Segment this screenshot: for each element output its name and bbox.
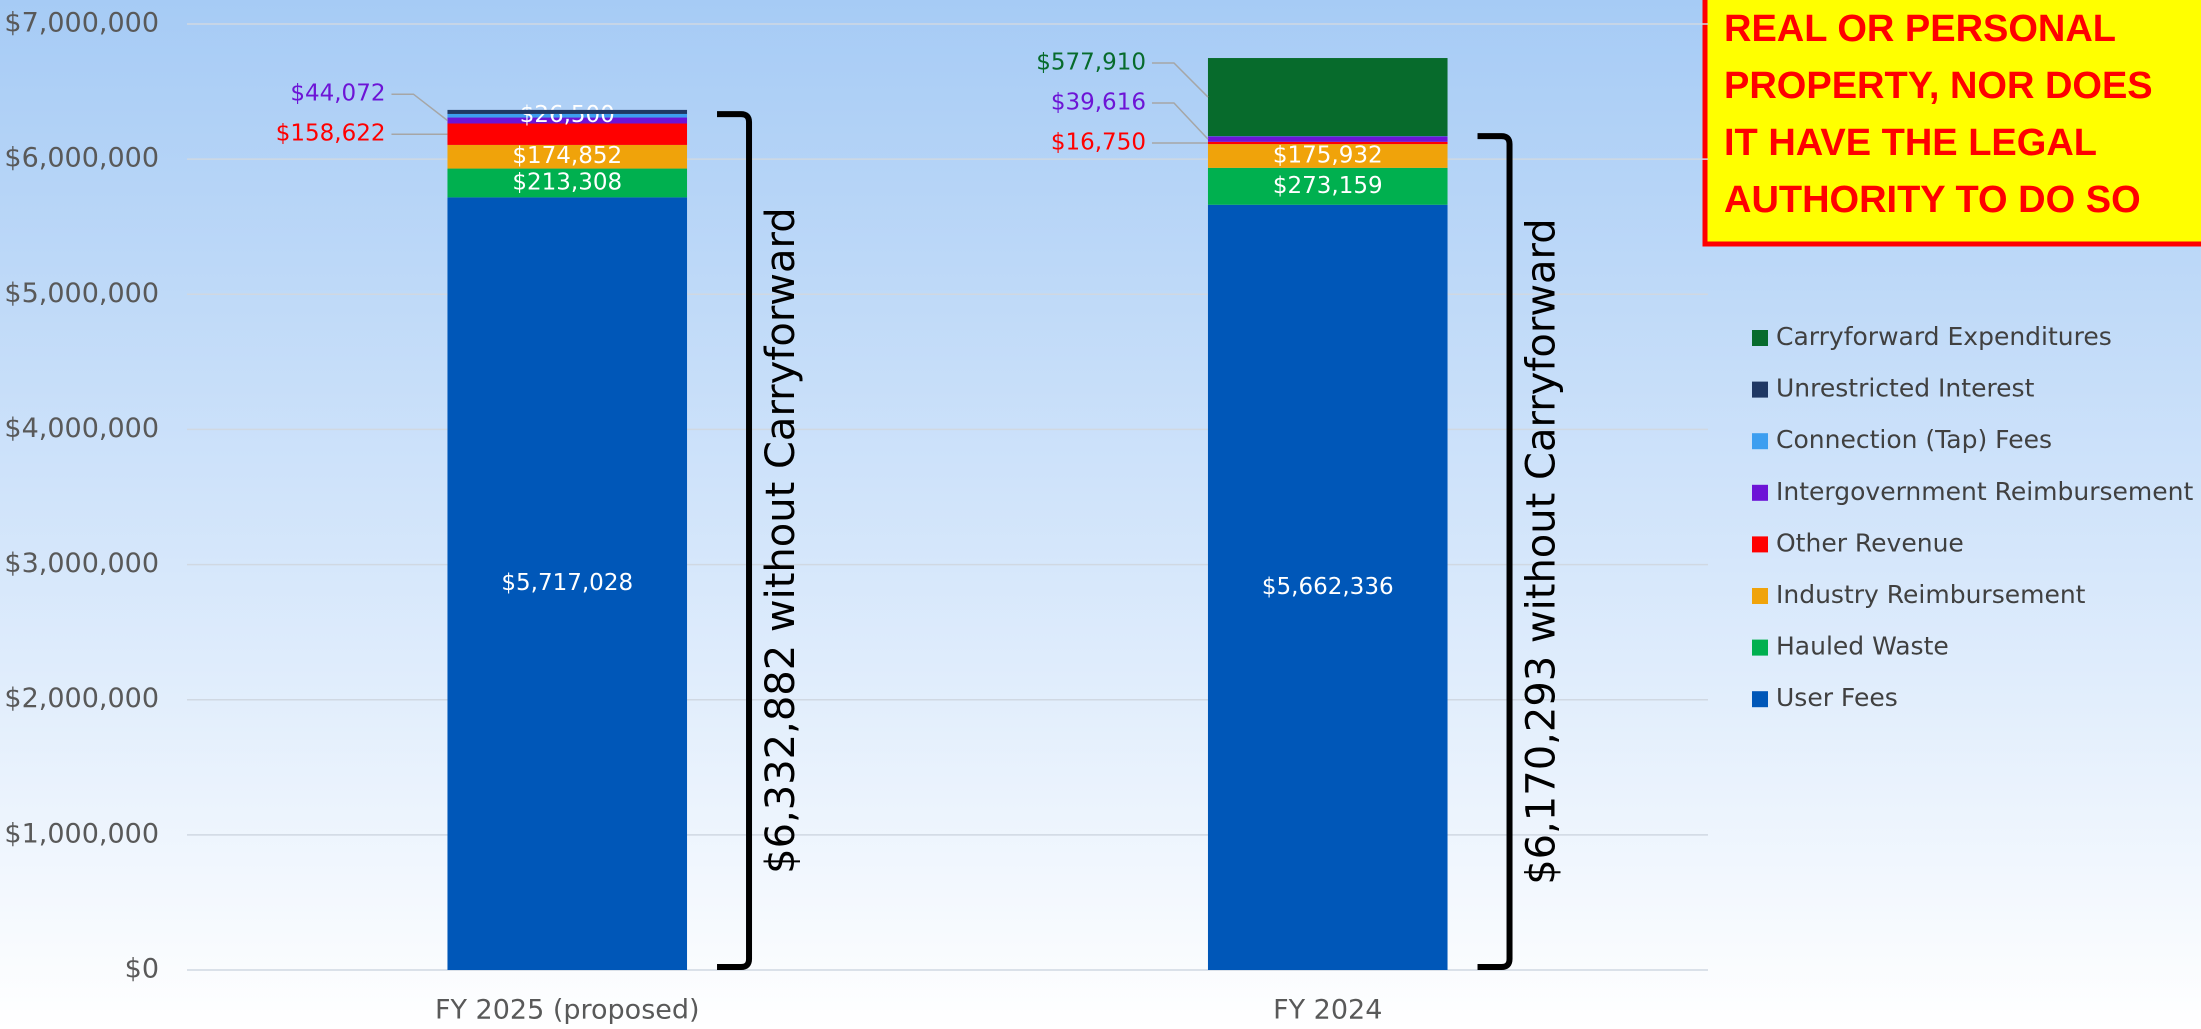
- legend-swatch: [1752, 330, 1768, 346]
- annotation: $6,170,293 without Carryforward: [1519, 218, 1565, 884]
- legend-label: Carryforward Expenditures: [1776, 322, 2112, 351]
- legend-swatch: [1752, 639, 1768, 656]
- data-label: $16,750: [1051, 129, 1146, 155]
- data-label: $213,308: [512, 169, 622, 195]
- legend-swatch: [1752, 588, 1768, 604]
- legend-swatch: [1752, 381, 1768, 398]
- bar-segment: [1207, 58, 1448, 137]
- data-label: $5,717,028: [501, 570, 633, 596]
- notice-text: AUTHORITY TO DO SO: [1724, 179, 2141, 221]
- legend-label: Hauled Waste: [1776, 632, 1949, 661]
- legend-label: User Fees: [1776, 683, 1898, 712]
- legend-swatch: [1752, 484, 1768, 501]
- data-label: $44,072: [290, 81, 385, 107]
- notice-text: IT HAVE THE LEGAL: [1724, 122, 2097, 164]
- bar-segment: [447, 109, 688, 114]
- legend-label: Industry Reimbursement: [1776, 580, 2086, 609]
- bracket: [717, 111, 753, 970]
- y-tick-label: $5,000,000: [4, 278, 159, 309]
- y-tick-label: $6,000,000: [4, 143, 159, 174]
- data-label: $26,500: [520, 102, 615, 128]
- leader-line: [1151, 102, 1209, 140]
- legend-label: Connection (Tap) Fees: [1776, 425, 2052, 454]
- y-tick-label: $7,000,000: [4, 8, 159, 39]
- data-label: $577,910: [1036, 49, 1146, 75]
- legend-swatch: [1752, 433, 1768, 450]
- bar-segment: [447, 144, 688, 169]
- legend-swatch: [1752, 536, 1768, 553]
- data-label: $5,662,336: [1262, 574, 1394, 600]
- y-tick-label: $0: [125, 954, 159, 985]
- data-label: $158,622: [276, 121, 386, 147]
- bar-segment: [1207, 141, 1448, 145]
- x-tick-label: FY 2025 (proposed): [435, 995, 700, 1026]
- leader-line: [1151, 62, 1209, 98]
- bar-segment: [1207, 204, 1448, 970]
- x-tick-label: FY 2024: [1273, 995, 1382, 1026]
- bar-segment: [447, 197, 688, 970]
- bar-segment: [447, 113, 688, 118]
- legend-label: Unrestricted Interest: [1776, 374, 2035, 403]
- bracket: [1477, 133, 1513, 970]
- data-label: $174,852: [512, 143, 622, 169]
- bar-segment: [1207, 167, 1448, 205]
- bar-segment: [447, 123, 688, 145]
- notice-box: [1702, 0, 2201, 247]
- y-tick-label: $3,000,000: [4, 548, 159, 579]
- y-tick-label: $1,000,000: [4, 818, 159, 849]
- leader-line: [391, 93, 448, 122]
- legend-label: Intergovernment Reimbursement: [1776, 477, 2193, 506]
- annotation: $6,332,882 without Carryforward: [758, 207, 804, 873]
- legend-swatch: [1752, 691, 1768, 708]
- data-label: $39,616: [1051, 89, 1146, 115]
- bar-segment: [1207, 136, 1448, 142]
- bar-segment: [1207, 144, 1448, 168]
- legend-label: Other Revenue: [1776, 528, 1964, 557]
- notice-text: PROPERTY, NOR DOES: [1724, 65, 2153, 107]
- y-tick-label: $4,000,000: [4, 413, 159, 444]
- bar-segment: [447, 117, 688, 124]
- y-tick-label: $2,000,000: [4, 683, 159, 714]
- notice-text: REAL OR PERSONAL: [1724, 8, 2116, 50]
- data-label: $273,159: [1273, 173, 1383, 199]
- data-label: $175,932: [1273, 142, 1383, 168]
- bar-segment: [447, 168, 688, 198]
